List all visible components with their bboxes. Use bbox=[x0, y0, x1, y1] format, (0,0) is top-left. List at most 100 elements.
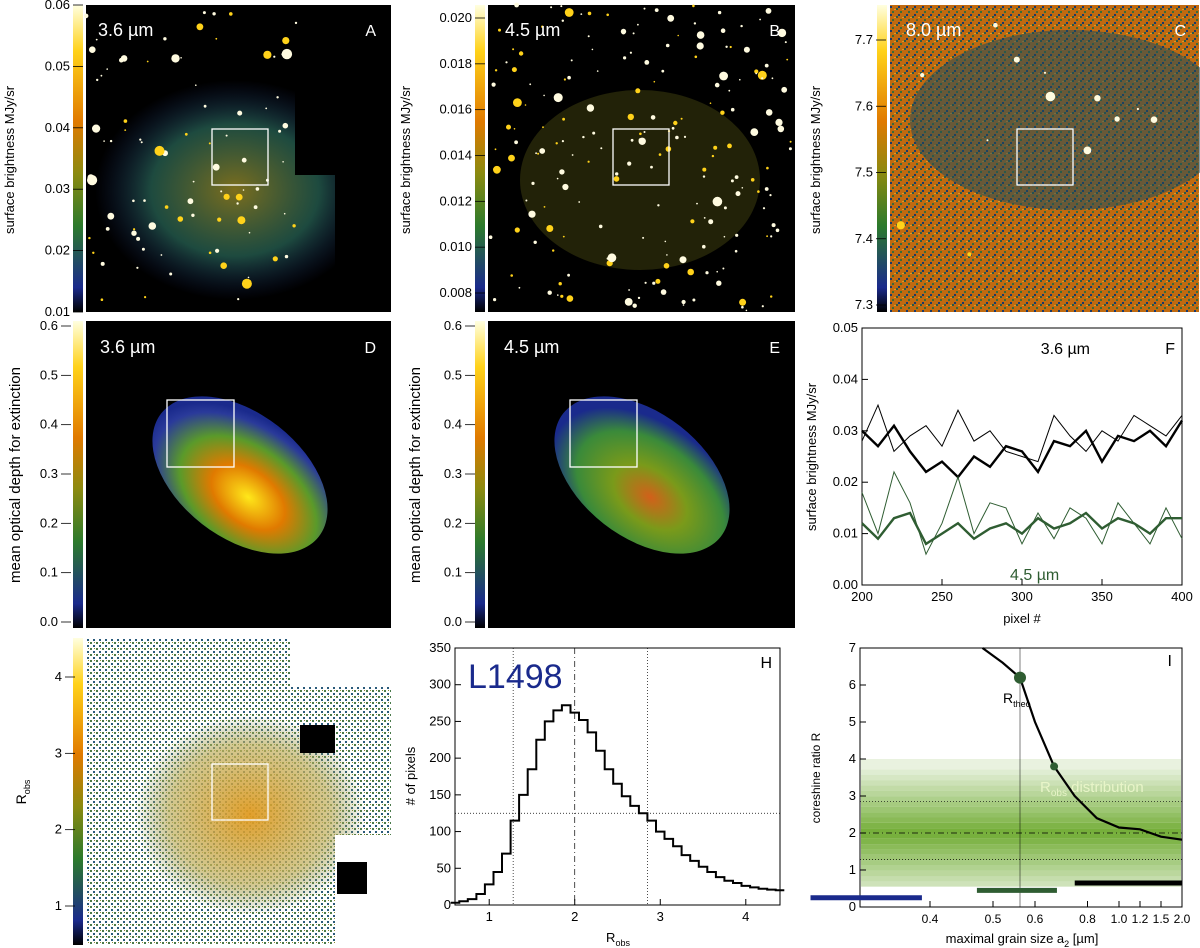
robs-label-I: Robs distribution bbox=[1040, 779, 1144, 799]
star bbox=[518, 51, 524, 56]
star bbox=[598, 224, 603, 229]
y-tick-label: 2 bbox=[849, 825, 856, 840]
star bbox=[237, 216, 246, 225]
star bbox=[525, 199, 528, 202]
star bbox=[673, 120, 678, 126]
star bbox=[514, 140, 518, 145]
cbar-tick-label: 1 bbox=[55, 898, 62, 913]
cbar-ticks-B: 0.020 0.018 0.016 0.014 0.012 0.010 0.008 bbox=[439, 10, 485, 300]
star bbox=[498, 28, 501, 32]
star bbox=[241, 278, 252, 289]
star bbox=[132, 199, 135, 203]
star bbox=[493, 165, 501, 174]
star bbox=[775, 228, 780, 233]
star bbox=[714, 82, 720, 88]
star bbox=[771, 223, 776, 228]
star bbox=[524, 104, 527, 106]
star bbox=[600, 147, 603, 150]
robs-band bbox=[861, 838, 1181, 845]
star bbox=[661, 69, 665, 73]
robs-band bbox=[861, 812, 1181, 818]
letter-G: G bbox=[364, 653, 376, 670]
star bbox=[761, 305, 764, 308]
star bbox=[541, 25, 544, 28]
robs-band bbox=[861, 806, 1181, 813]
cbar-C bbox=[877, 5, 887, 312]
star bbox=[566, 295, 574, 302]
cbar-A bbox=[73, 5, 83, 312]
star bbox=[679, 258, 683, 262]
star bbox=[730, 179, 734, 183]
stars-C bbox=[896, 22, 1158, 272]
cbar-tick-label: 7.3 bbox=[855, 297, 873, 312]
star bbox=[558, 282, 562, 286]
star bbox=[107, 212, 115, 220]
cbar-tick-label: 0.010 bbox=[439, 239, 472, 254]
star bbox=[696, 202, 698, 205]
star bbox=[1083, 146, 1092, 155]
star bbox=[235, 193, 243, 201]
star bbox=[537, 152, 540, 155]
star bbox=[781, 86, 788, 93]
y-tick-label: 200 bbox=[429, 750, 451, 765]
robs-band bbox=[861, 774, 1181, 781]
panel-H: 1 2 3 4 0 50 100 150 200 250 300 350 L1498 H # of p… bbox=[403, 640, 785, 948]
robs-band bbox=[861, 796, 1181, 802]
star bbox=[757, 190, 760, 193]
star bbox=[769, 194, 772, 197]
star bbox=[663, 263, 670, 269]
star bbox=[745, 309, 748, 312]
x-tick-label: 400 bbox=[1171, 589, 1193, 604]
star bbox=[560, 294, 564, 298]
star bbox=[528, 210, 536, 218]
ylabel-F: surface brightness MJy/sr bbox=[804, 382, 819, 531]
x-tick-label: 350 bbox=[1091, 589, 1113, 604]
star bbox=[92, 251, 95, 254]
star bbox=[141, 247, 145, 251]
star bbox=[750, 178, 755, 182]
y-tick-label: 250 bbox=[429, 713, 451, 728]
letter-E: E bbox=[769, 340, 780, 357]
x-tick-label: 1.5 bbox=[1153, 912, 1170, 926]
star bbox=[727, 143, 732, 149]
star bbox=[740, 24, 743, 28]
star bbox=[105, 227, 110, 231]
star bbox=[777, 125, 785, 133]
star bbox=[759, 18, 761, 21]
star bbox=[552, 249, 555, 252]
y-tick-label: 150 bbox=[429, 787, 451, 802]
star bbox=[100, 298, 104, 302]
star bbox=[765, 109, 773, 116]
star bbox=[561, 140, 565, 143]
cbar-G bbox=[73, 638, 83, 945]
cbar-tick-label: 0.1 bbox=[40, 565, 58, 580]
star bbox=[702, 244, 706, 249]
star bbox=[784, 41, 787, 44]
robs-band bbox=[861, 801, 1181, 807]
cbar-tick-label: 0.014 bbox=[439, 148, 472, 163]
cbar-tick-label: 0.4 bbox=[444, 417, 462, 432]
star bbox=[679, 256, 687, 264]
star bbox=[92, 124, 101, 133]
ylabel-H: # of pixels bbox=[403, 746, 418, 805]
star bbox=[505, 61, 508, 64]
star bbox=[281, 48, 293, 60]
star bbox=[683, 135, 687, 138]
cbar-label-E: mean optical depth for extinction bbox=[407, 367, 424, 583]
star bbox=[225, 134, 228, 137]
star bbox=[725, 45, 728, 48]
region-box-G bbox=[211, 763, 269, 821]
cbar-B bbox=[475, 5, 485, 312]
y-tick-label: 0 bbox=[849, 899, 856, 914]
x-tick-label: 4 bbox=[742, 909, 749, 924]
star bbox=[215, 248, 220, 253]
star bbox=[739, 298, 747, 306]
star bbox=[191, 213, 195, 217]
star bbox=[730, 107, 735, 112]
star bbox=[95, 38, 98, 41]
star bbox=[705, 271, 709, 275]
star bbox=[627, 161, 632, 166]
star bbox=[677, 34, 679, 37]
star bbox=[606, 13, 609, 17]
star bbox=[229, 12, 233, 16]
